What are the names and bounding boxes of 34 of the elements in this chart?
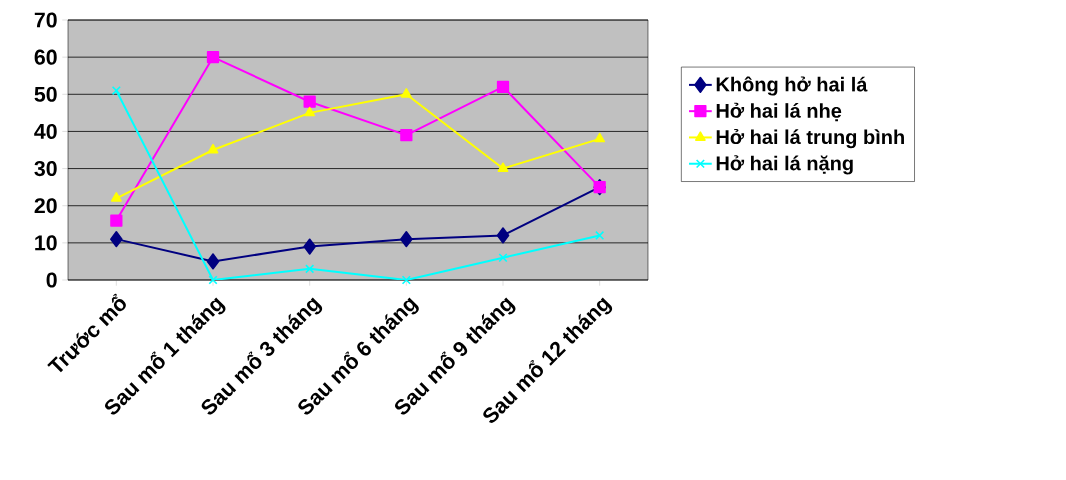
legend-label: Không hở hai lá <box>716 76 868 96</box>
point <box>111 86 121 96</box>
legend-label: Hở hai lá trung bình <box>716 128 904 149</box>
y-tick-label: 60 <box>34 49 57 65</box>
point <box>206 253 220 270</box>
point <box>498 253 508 263</box>
point <box>304 106 316 117</box>
point <box>400 88 412 98</box>
y-tick-label: 30 <box>34 161 57 177</box>
point <box>110 231 123 248</box>
legend-label: Hở hai lá nặng <box>716 155 853 175</box>
point <box>497 162 509 173</box>
point <box>208 275 218 285</box>
point <box>594 132 606 143</box>
point <box>400 231 413 248</box>
point <box>110 214 123 227</box>
y-tick-label: 0 <box>46 272 57 288</box>
point <box>206 51 220 64</box>
y-tick-label: 10 <box>35 235 57 251</box>
point <box>400 129 413 142</box>
point <box>303 238 316 255</box>
point <box>595 230 605 240</box>
point <box>496 227 510 244</box>
y-tick-label: 40 <box>34 123 57 139</box>
point <box>303 95 316 108</box>
point <box>207 143 219 154</box>
point <box>496 80 510 93</box>
y-tick-label: 50 <box>34 86 57 102</box>
point <box>401 275 411 285</box>
legend-label: Hở hai lá nhẹ <box>716 102 842 122</box>
y-tick-label: 70 <box>34 12 57 28</box>
point <box>110 192 122 202</box>
y-tick-label: 20 <box>34 198 57 214</box>
point <box>305 264 315 274</box>
